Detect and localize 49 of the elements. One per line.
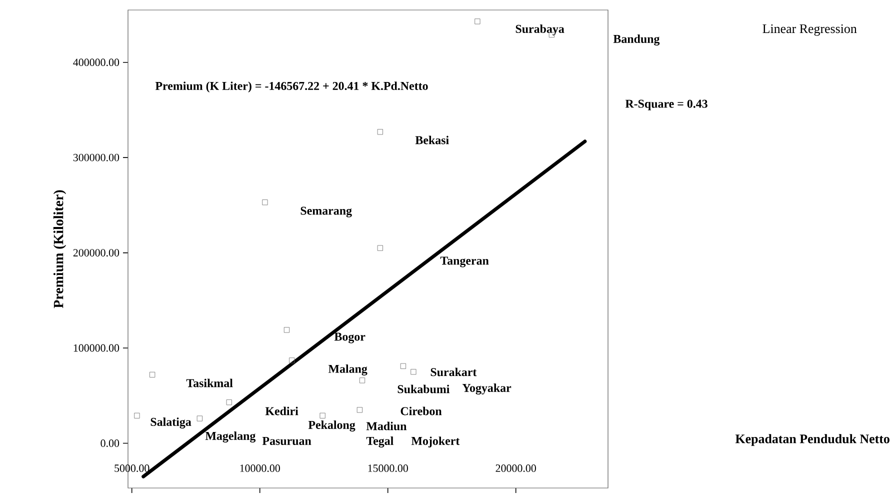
annotation: Yogyakar <box>462 384 512 394</box>
x-tick-label: 5000.00 <box>114 464 150 472</box>
point <box>284 327 290 333</box>
annotation: Pasuruan <box>262 437 312 445</box>
text: Bandung <box>613 34 660 46</box>
annotation: Magelang <box>205 432 256 442</box>
y-tick-label: 200000.00 <box>73 249 120 257</box>
annotation: Surakart <box>430 368 477 376</box>
point <box>377 245 383 251</box>
annotation: Premium (K Liter) = -146567.22 + 20.41 * K.Pd.Netto <box>155 82 428 92</box>
y-tick-label: 300000.00 <box>73 154 120 162</box>
annotation: Bogor <box>334 332 366 344</box>
x-tick-label: 20000.00 <box>496 464 536 472</box>
point <box>196 416 202 422</box>
y-tick-label: 100000.00 <box>74 344 120 352</box>
annotation: Semarang <box>300 206 352 218</box>
annotation: Tasikmal <box>186 378 233 388</box>
y-tick-label: 400000.00 <box>73 58 120 66</box>
annotation: Tegal <box>366 436 394 448</box>
annotation: Mojokert <box>411 436 460 448</box>
point <box>356 407 362 413</box>
point <box>400 363 406 369</box>
point <box>410 369 416 375</box>
text: R-Square = 0.43 <box>625 100 708 110</box>
annotation: Madiun <box>366 422 407 430</box>
annotation: Tangeran <box>440 256 489 268</box>
annotation: Pekalong <box>308 420 356 432</box>
annotation: Cirebon <box>400 406 442 416</box>
text: Kepadatan Penduduk Netto <box>735 434 890 446</box>
point <box>289 358 295 364</box>
point <box>359 378 366 384</box>
annotation: Malang <box>328 364 368 376</box>
annotation: Kediri <box>265 406 298 416</box>
y-axis-title: Premium (Kiloliter) <box>53 190 66 308</box>
point <box>320 412 326 418</box>
point <box>226 400 232 406</box>
y-tick-label: 0.00 <box>100 440 120 447</box>
x-tick-label: 10000.00 <box>240 464 280 472</box>
x-tick-label: 15000.00 <box>368 464 408 472</box>
point <box>262 200 268 206</box>
annotation: Bekasi <box>415 136 449 144</box>
text: Linear Regression <box>762 24 857 36</box>
point <box>377 129 383 135</box>
point <box>150 372 156 378</box>
annotation: Salatiga <box>150 418 192 428</box>
annotation: Sukabumi <box>398 384 450 394</box>
point <box>474 18 480 24</box>
point <box>134 412 140 418</box>
annotation: Surabaya <box>516 24 564 36</box>
